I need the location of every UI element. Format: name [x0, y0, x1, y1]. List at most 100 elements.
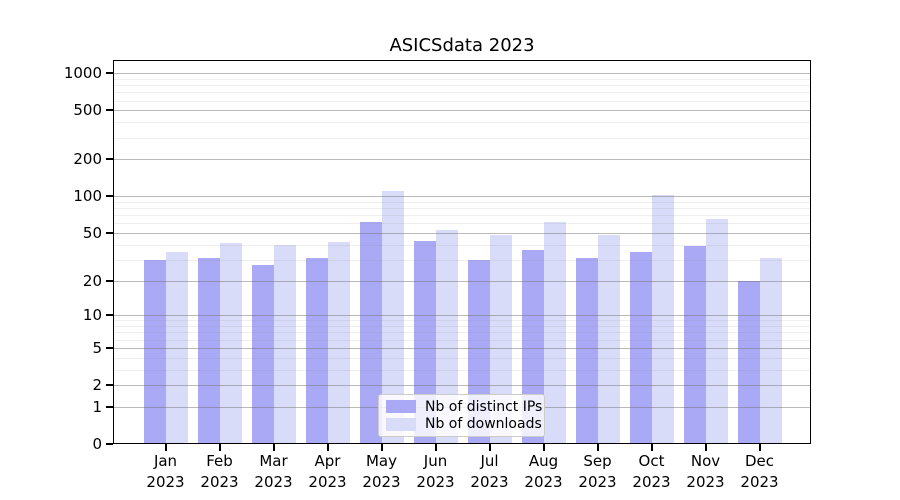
y-axis-tick — [106, 158, 113, 161]
minor-gridline — [113, 215, 811, 217]
minor-gridline — [113, 357, 811, 359]
y-tick-label: 10 — [82, 306, 102, 325]
x-tick-label-line: May — [365, 452, 397, 470]
legend-swatch-distinct-ips-icon — [386, 400, 416, 414]
major-gridline — [113, 385, 811, 386]
legend-item-distinct-ips: Nb of distinct IPs — [386, 399, 542, 415]
x-tick-label: Jun 2023 — [404, 451, 468, 493]
major-gridline — [113, 159, 811, 161]
x-tick-label: Oct 2023 — [620, 451, 684, 493]
legend-label: Nb of distinct IPs — [425, 398, 543, 415]
y-tick-label: 5 — [92, 338, 102, 357]
bar-distinct-ips — [737, 280, 760, 444]
minor-gridline — [113, 100, 811, 102]
x-tick-label-line: Jul — [480, 452, 499, 470]
x-tick-label-line: Jan — [153, 452, 178, 470]
bar-downloads — [327, 242, 350, 444]
bar-downloads — [489, 235, 512, 444]
x-tick-label-line: 2023 — [578, 473, 617, 491]
y-tick-label: 0 — [92, 435, 102, 453]
minor-gridline — [113, 78, 811, 80]
bar-downloads — [381, 191, 404, 444]
bar-downloads — [435, 229, 458, 444]
x-axis-tick — [596, 444, 599, 451]
legend-item-downloads: Nb of downloads — [386, 416, 542, 432]
x-tick-label-line: Sep — [583, 452, 612, 470]
chart-title: ASICSdata 2023 — [389, 35, 535, 56]
x-tick-label: Jul 2023 — [458, 451, 522, 493]
y-axis-tick — [106, 195, 113, 198]
minor-gridline — [113, 326, 811, 328]
bar-distinct-ips — [359, 221, 382, 444]
x-axis-tick — [434, 444, 437, 451]
bar-distinct-ips — [197, 258, 220, 444]
minor-gridline — [113, 259, 811, 261]
y-tick-label: 50 — [82, 224, 102, 243]
x-tick-label-line: 2023 — [254, 473, 293, 491]
x-tick-label-line: Oct — [638, 452, 665, 470]
x-tick-label-line: Apr — [314, 452, 341, 470]
y-tick-label: 200 — [73, 150, 102, 169]
minor-gridline — [113, 339, 811, 341]
x-tick-label: Apr 2023 — [296, 451, 360, 493]
bar-downloads — [759, 258, 782, 444]
bar-downloads — [651, 194, 674, 444]
major-gridline — [113, 315, 811, 317]
x-tick-label-line: 2023 — [740, 473, 779, 491]
bar-downloads — [273, 244, 296, 444]
bar-distinct-ips — [575, 258, 598, 444]
x-tick-label: Sep 2023 — [566, 451, 630, 493]
major-gridline — [113, 280, 811, 282]
x-tick-label-line: 2023 — [308, 473, 347, 491]
legend-swatch-downloads-icon — [386, 417, 416, 431]
y-tick-label: 1 — [92, 397, 102, 416]
x-tick-label-line: Mar — [259, 452, 288, 470]
x-tick-label-line: 2023 — [632, 473, 671, 491]
major-gridline — [113, 73, 811, 75]
y-axis-tick — [106, 72, 113, 75]
x-tick-label-line: 2023 — [362, 473, 401, 491]
y-axis-tick — [106, 405, 113, 408]
minor-gridline — [113, 244, 811, 246]
x-tick-label-line: Aug — [528, 452, 559, 470]
bar-downloads — [543, 221, 566, 444]
x-tick-label-line: 2023 — [146, 473, 185, 491]
bar-distinct-ips — [629, 251, 652, 444]
legend: Nb of distinct IPs Nb of downloads — [378, 394, 545, 437]
minor-gridline — [113, 122, 811, 124]
minor-gridline — [113, 201, 811, 203]
y-axis-tick — [106, 443, 113, 445]
bar-distinct-ips — [305, 258, 328, 444]
x-tick-label-line: 2023 — [686, 473, 725, 491]
y-tick-label: 2 — [92, 376, 102, 395]
x-tick-label-line: Feb — [206, 452, 233, 470]
x-axis-tick — [488, 444, 491, 451]
y-axis-tick — [106, 232, 113, 235]
x-tick-label-line: 2023 — [524, 473, 563, 491]
x-axis-tick — [542, 444, 545, 451]
bar-downloads — [705, 219, 728, 444]
minor-gridline — [113, 320, 811, 322]
y-tick-label: 500 — [73, 101, 102, 120]
y-tick-label: 20 — [82, 271, 102, 290]
y-axis-tick — [106, 279, 113, 282]
minor-gridline — [113, 85, 811, 87]
minor-gridline — [113, 92, 811, 94]
x-tick-label-line: 2023 — [416, 473, 455, 491]
bar-distinct-ips — [143, 259, 166, 444]
bar-distinct-ips — [413, 240, 436, 444]
minor-gridline — [113, 369, 811, 371]
x-tick-label: Jan 2023 — [134, 451, 198, 493]
bar-downloads — [165, 251, 188, 444]
x-tick-label-line: Jun — [423, 452, 448, 470]
bar-downloads — [597, 235, 620, 444]
y-tick-label: 100 — [73, 187, 102, 206]
x-axis-tick — [218, 444, 221, 451]
major-gridline — [113, 196, 811, 198]
x-tick-label: Aug 2023 — [512, 451, 576, 493]
minor-gridline — [113, 332, 811, 334]
minor-gridline — [113, 208, 811, 210]
bar-downloads — [219, 243, 242, 444]
x-tick-label-line: Nov — [690, 452, 721, 470]
